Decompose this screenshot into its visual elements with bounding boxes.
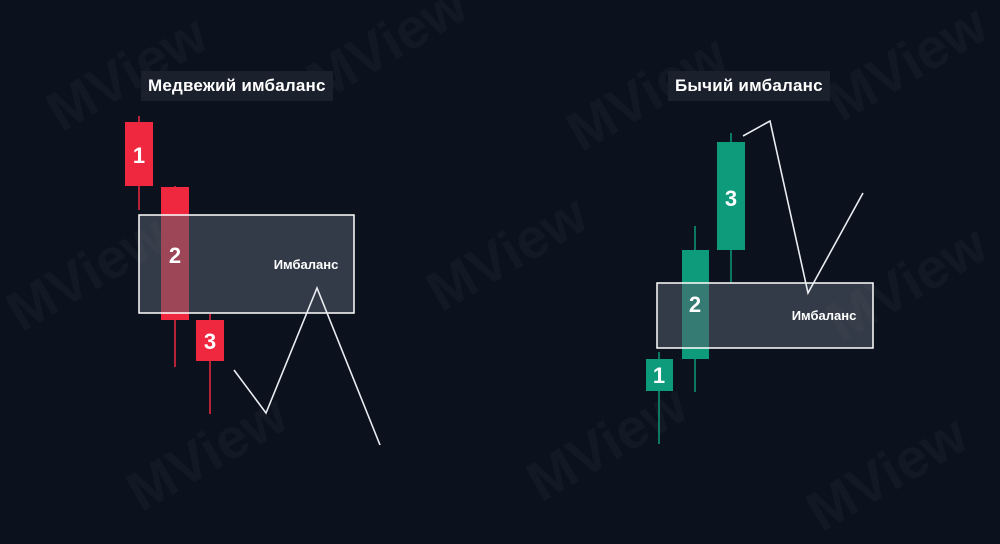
bearish-panel: 1 3 2 Имбаланс bbox=[125, 116, 381, 446]
bear-candle-2-label: 2 bbox=[169, 243, 181, 268]
bull-candle-1-label: 1 bbox=[653, 363, 665, 388]
bear-zone-label: Имбаланс bbox=[274, 257, 339, 272]
bull-zone-label: Имбаланс bbox=[792, 308, 857, 323]
bull-candle-1-body bbox=[646, 359, 673, 391]
bull-imbalance-zone bbox=[656, 282, 874, 349]
diagram-canvas: MView MView MView MView MView MView MVie… bbox=[125, 71, 874, 446]
bearish-title: Медвежий имбаланс bbox=[141, 71, 333, 101]
bullish-panel: 1 3 2 Имбаланс bbox=[646, 119, 874, 444]
imbalance-diagram: 1 3 2 Имбаланс 1 3 bbox=[125, 116, 874, 446]
bull-candle-3-label: 3 bbox=[725, 186, 737, 211]
bull-candle-2-label: 2 bbox=[689, 292, 701, 317]
bear-imbalance-zone bbox=[138, 214, 355, 314]
bear-candle-3-body bbox=[196, 320, 224, 361]
bull-candle-3-body bbox=[717, 142, 745, 250]
bear-candle-3-label: 3 bbox=[204, 329, 216, 354]
bear-candle-1-body bbox=[125, 122, 153, 186]
bear-price-path bbox=[233, 285, 381, 446]
bear-candle-1-label: 1 bbox=[133, 143, 145, 168]
bull-price-path bbox=[742, 119, 864, 296]
bullish-title: Бычий имбаланс bbox=[668, 71, 830, 101]
